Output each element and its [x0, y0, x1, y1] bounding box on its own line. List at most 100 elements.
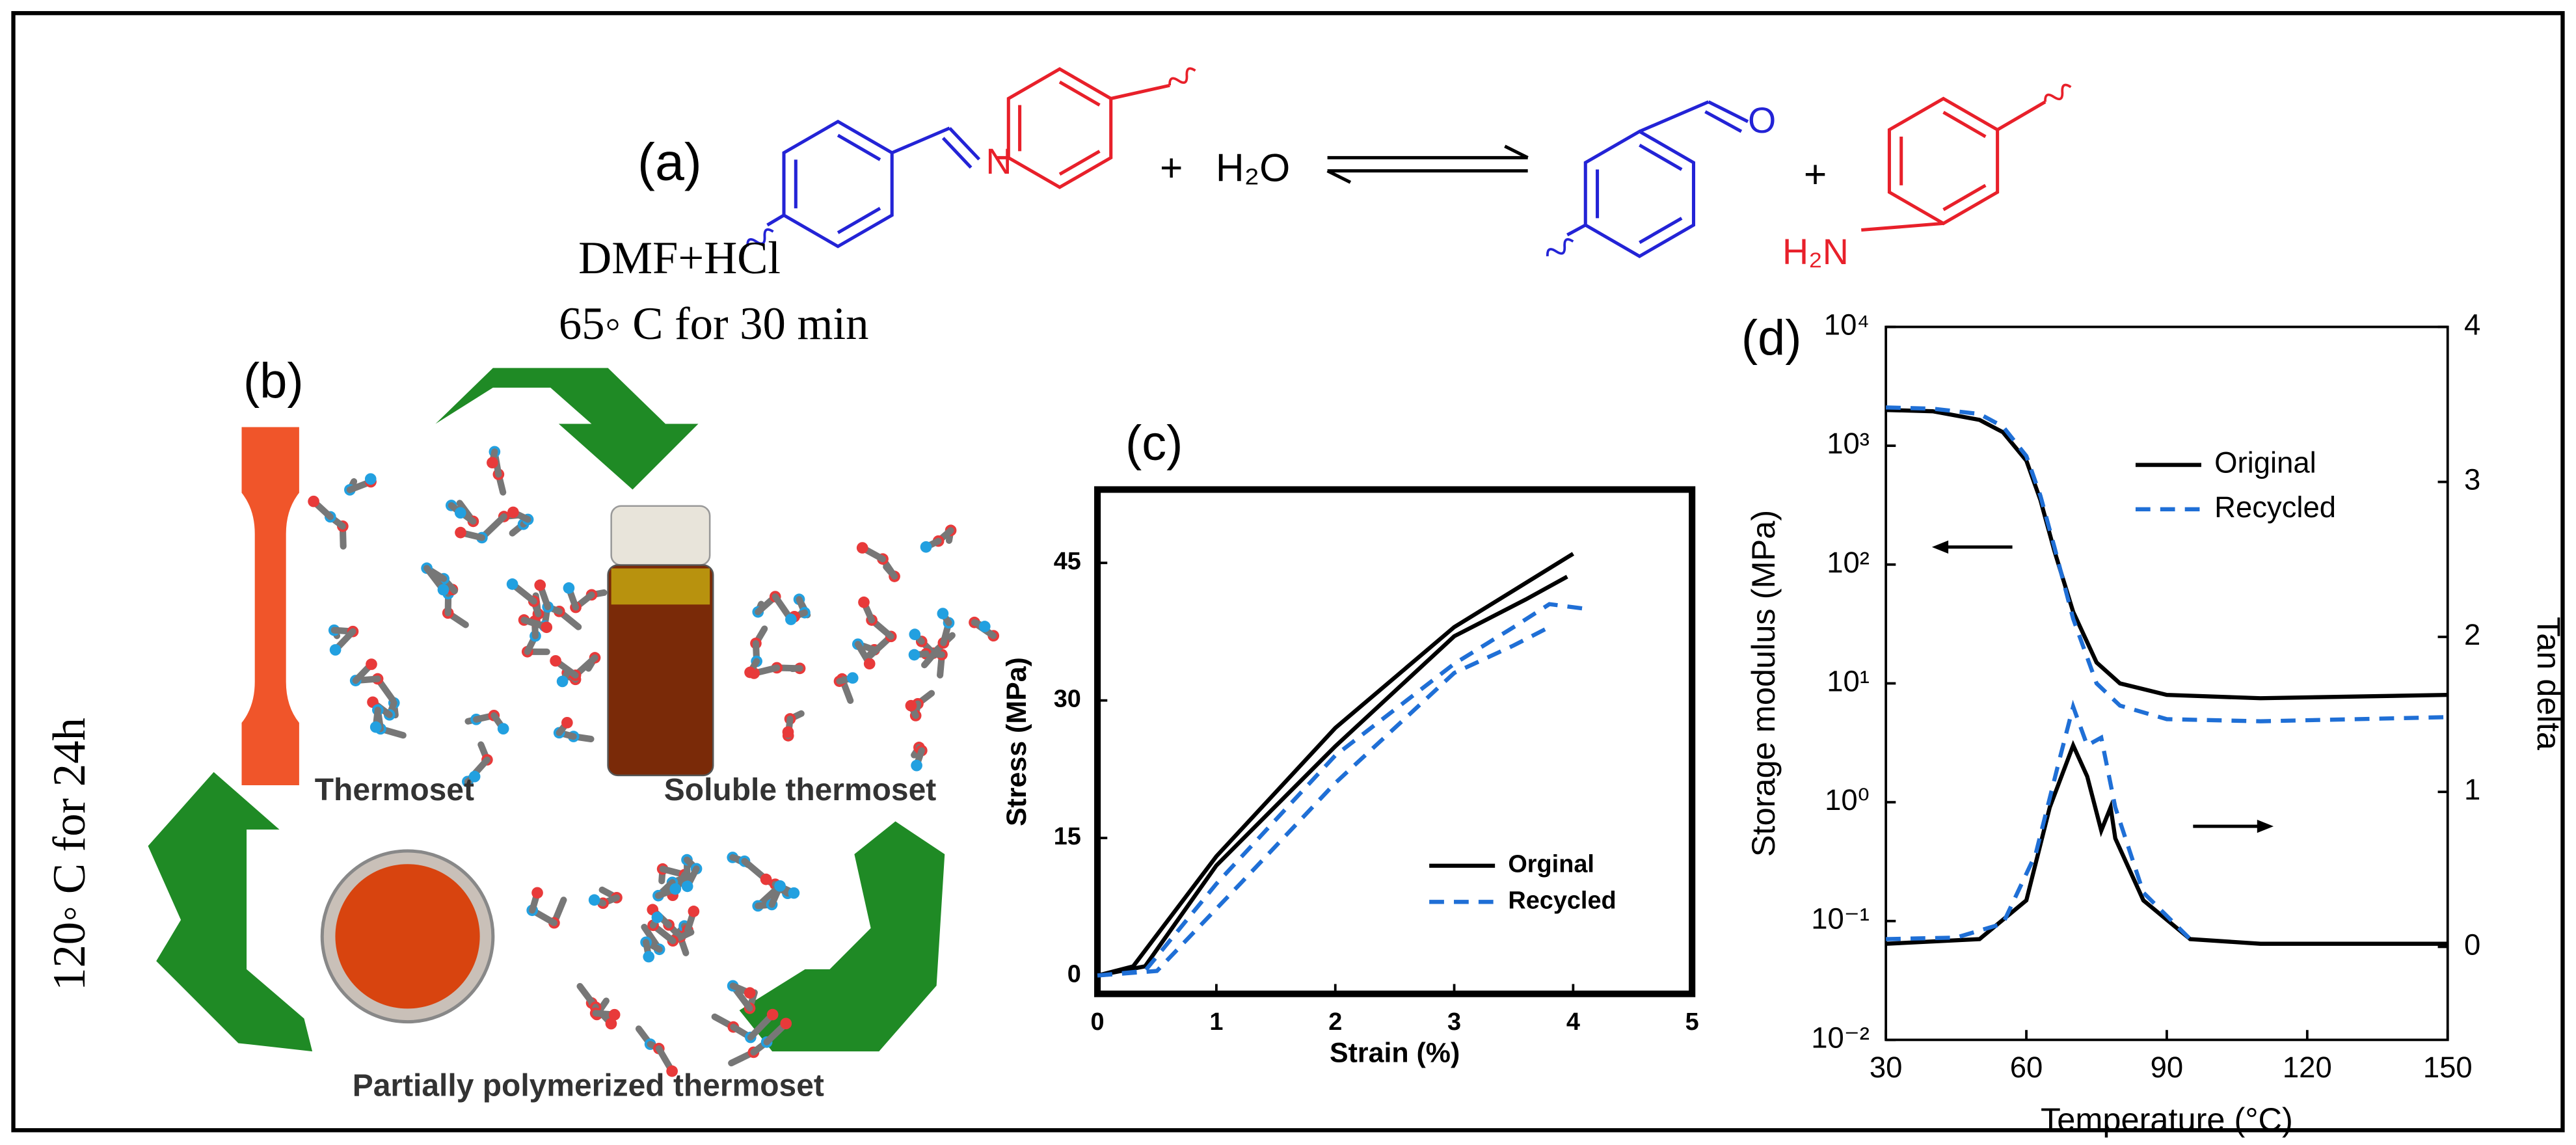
- legend-label: Orginal: [1508, 851, 1594, 878]
- data-line: [1886, 408, 2448, 701]
- y-tick-label: 30: [1054, 686, 1081, 713]
- recycle-arrow: [435, 368, 699, 490]
- arrow-head: [2257, 820, 2274, 833]
- y2-tick-label: 3: [2464, 463, 2480, 496]
- molecule-atom: [744, 666, 756, 679]
- molecule-atom: [788, 887, 800, 899]
- molecule-atom: [774, 880, 786, 892]
- molecule-atom: [681, 880, 693, 893]
- label: (b): [243, 353, 304, 409]
- molecule-atom: [468, 770, 481, 783]
- double-bond: [1058, 150, 1101, 176]
- molecule-atom: [911, 759, 922, 772]
- data-line: [1885, 740, 2448, 946]
- x-axis-label: Strain (%): [1330, 1037, 1460, 1068]
- y-tick-label: 10⁰: [1825, 783, 1870, 816]
- label: +: [1804, 152, 1827, 196]
- y2-tick-label: 0: [2464, 928, 2480, 961]
- arrow-head: [1326, 169, 1352, 184]
- double-bond: [1058, 80, 1101, 107]
- molecule-atom: [669, 883, 682, 895]
- label: (a): [637, 133, 702, 191]
- molecule-atom: [556, 675, 569, 688]
- label: Thermoset: [315, 773, 474, 807]
- benzene-ring: [782, 119, 894, 249]
- molecule-atom: [782, 726, 794, 738]
- double-bond: [837, 133, 881, 161]
- molecule-atom: [605, 1017, 617, 1030]
- molecule-atom: [856, 542, 868, 554]
- molecule-atom: [437, 584, 449, 596]
- y2-tick-label: 4: [2464, 308, 2480, 341]
- molecule-atom: [329, 644, 342, 656]
- benzene-ring: [1887, 96, 2000, 226]
- x-tick-label: 150: [2423, 1051, 2473, 1084]
- molecule-atom: [507, 506, 519, 519]
- label: N: [986, 141, 1012, 182]
- legend-label: Original: [2214, 446, 2316, 479]
- bond: [1639, 100, 1710, 133]
- x-tick-label: 60: [2010, 1051, 2043, 1084]
- x-tick-label: 90: [2151, 1051, 2184, 1084]
- molecule-atom: [905, 699, 917, 712]
- molecule-atom: [487, 457, 498, 469]
- molecule-atom: [766, 1008, 779, 1021]
- data-line: [1886, 405, 2448, 723]
- molecule-atom: [846, 672, 859, 684]
- molecule-atom: [744, 987, 756, 999]
- molecule-atom: [366, 658, 377, 670]
- molecule-atom: [308, 495, 319, 507]
- y-tick-label: 10³: [1827, 427, 1870, 460]
- molecule-atom: [908, 649, 920, 661]
- y-tick-label: 10⁻²: [1811, 1021, 1870, 1054]
- molecule-atom: [651, 911, 664, 923]
- x-tick-label: 4: [1566, 1008, 1580, 1036]
- bond: [1708, 100, 1749, 124]
- bond: [941, 137, 973, 169]
- y-tick-label: 45: [1054, 548, 1081, 575]
- double-bond: [837, 207, 881, 234]
- panel-label: (c): [1125, 416, 1183, 471]
- y2-tick-label: 2: [2464, 618, 2480, 651]
- molecule-atom: [561, 717, 573, 729]
- molecule-atom: [688, 906, 700, 917]
- plot-frame: [1094, 486, 1696, 997]
- molecule-atom: [858, 596, 870, 608]
- molecule-atom: [643, 950, 655, 963]
- bond: [948, 127, 981, 161]
- molecule-atom: [364, 473, 377, 485]
- bond: [891, 126, 950, 155]
- x-tick-label: 120: [2283, 1051, 2332, 1084]
- x-tick-label: 30: [1870, 1051, 1903, 1084]
- molecule-atom: [863, 658, 876, 670]
- molecule-atom: [455, 526, 466, 539]
- wavy-bond: [1168, 67, 1196, 86]
- y2-tick-label: 1: [2464, 773, 2480, 806]
- wavy-bond: [2044, 83, 2072, 102]
- petri-solution: [335, 864, 480, 1009]
- dogbone: [241, 427, 299, 786]
- y-tick-label: 0: [1067, 961, 1081, 988]
- label: Soluble thermoset: [664, 773, 936, 807]
- molecule-atom: [666, 1065, 678, 1077]
- data-line: [1097, 625, 1551, 978]
- bond: [766, 213, 785, 227]
- x-tick-label: 3: [1447, 1008, 1461, 1036]
- y-axis-label: Storage modulus (MPa): [1745, 510, 1782, 857]
- molecule-atom: [588, 894, 600, 906]
- vial-cap: [610, 505, 711, 566]
- molecule-atom: [909, 628, 921, 640]
- label: H₂N: [1782, 232, 1849, 272]
- molecule-atom: [563, 582, 575, 594]
- y-tick-label: 10¹: [1827, 664, 1870, 697]
- vial-top-layer: [611, 568, 710, 605]
- molecule-atom: [506, 578, 518, 590]
- double-bond: [1639, 143, 1683, 171]
- molecule-atom: [780, 1017, 792, 1030]
- molecule-atom: [534, 579, 546, 591]
- x-tick-label: 5: [1685, 1008, 1699, 1036]
- molecule-atom: [785, 613, 797, 625]
- y2-axis-label: Tan delta: [2530, 617, 2568, 751]
